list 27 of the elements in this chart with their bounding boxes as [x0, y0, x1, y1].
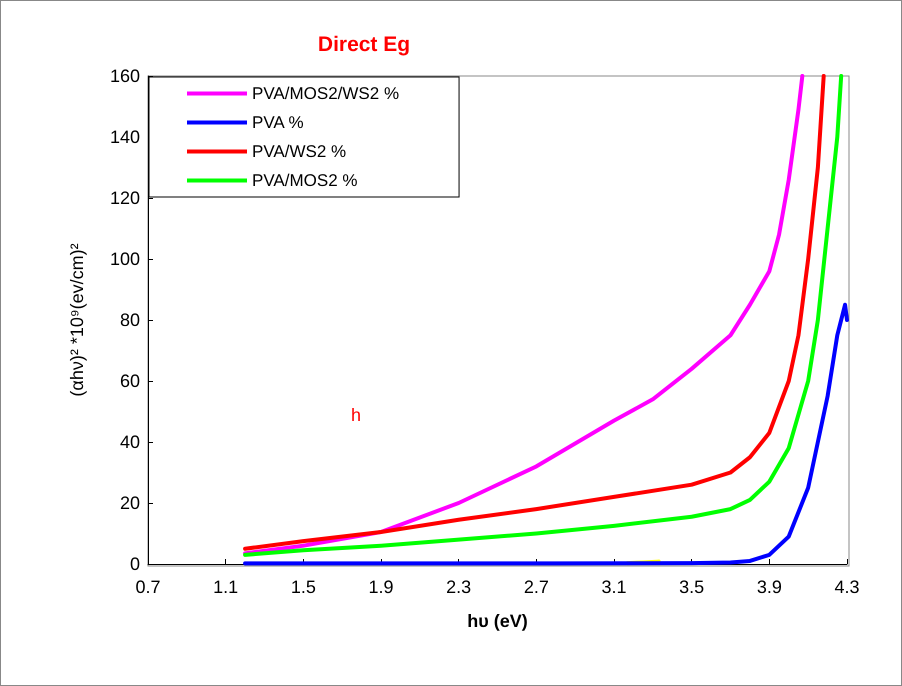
chart-title: Direct Eg [318, 33, 410, 56]
legend-label: PVA/WS2 % [252, 142, 346, 161]
x-tick-label: 0.7 [135, 577, 161, 597]
legend-label: PVA % [252, 113, 304, 132]
x-tick-label: 2.7 [524, 577, 549, 597]
y-axis-title: (αhν)² *10⁹(ev/cm)² [67, 243, 87, 397]
x-tick-label: 1.9 [368, 577, 394, 597]
y-tick-label: 60 [120, 371, 140, 391]
x-tick-label: 1.1 [213, 577, 238, 597]
x-tick-label: 3.5 [679, 577, 704, 597]
annotation: h [351, 405, 362, 425]
legend-label: PVA/MOS2/WS2 % [252, 84, 400, 103]
x-tick-label: 3.9 [756, 577, 782, 597]
y-tick-label: 40 [120, 432, 140, 452]
y-tick-label: 20 [120, 493, 140, 513]
y-tick-label: 160 [110, 66, 140, 86]
legend-label: PVA/MOS2 % [252, 171, 358, 190]
y-tick-label: 140 [110, 127, 140, 147]
x-axis-title: hυ (eV) [467, 611, 528, 631]
y-tick-label: 120 [110, 188, 140, 208]
x-tick-label: 1.5 [290, 577, 316, 597]
x-tick-label: 3.1 [601, 577, 627, 597]
x-tick-label: 4.3 [834, 577, 860, 597]
y-tick-label: 100 [110, 249, 140, 269]
y-tick-label: 80 [120, 310, 140, 330]
y-tick-label: 0 [130, 554, 140, 574]
x-tick-label: 2.3 [446, 577, 472, 597]
